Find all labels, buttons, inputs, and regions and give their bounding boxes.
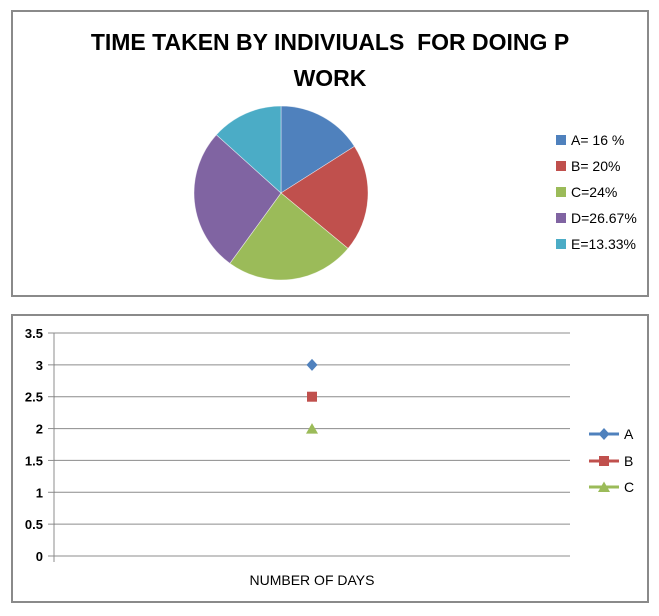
pie-plot-area <box>193 105 369 281</box>
data-point-B[interactable] <box>307 391 317 402</box>
pie-slice-E[interactable] <box>215 105 282 194</box>
pie-legend-swatch-A <box>556 135 566 145</box>
pie-legend-item-B[interactable]: B= 20% <box>556 158 637 174</box>
pie-slice-C[interactable] <box>229 192 349 281</box>
y-tick-label-2.5: 2.5 <box>25 390 43 405</box>
pie-legend-item-A[interactable]: A= 16 % <box>556 132 637 148</box>
pie-legend-item-D[interactable]: D=26.67% <box>556 210 637 226</box>
y-tick-label-1.5: 1.5 <box>25 453 43 468</box>
pie-legend-label-A: A= 16 % <box>571 132 625 148</box>
scatter-legend-marker-C[interactable] <box>598 481 610 493</box>
scatter-legend-marker-A[interactable] <box>598 428 610 440</box>
pie-legend-item-E[interactable]: E=13.33% <box>556 236 637 252</box>
y-tick-label-3: 3 <box>36 358 43 373</box>
y-tick-label-0: 0 <box>36 549 43 564</box>
scatter-legend-label-A: A <box>624 426 634 442</box>
pie-legend-label-E: E=13.33% <box>571 236 636 252</box>
pie-slice-B[interactable] <box>280 145 369 249</box>
data-point-A[interactable] <box>306 358 318 371</box>
scatter-plot-area: 0 0.5 1 1.5 2 2.5 3 3.5 ABC <box>25 326 634 564</box>
x-axis-title: NUMBER OF DAYS <box>249 572 375 588</box>
pie-legend-swatch-E <box>556 239 566 249</box>
pie-legend-label-B: B= 20% <box>571 158 621 174</box>
pie-chart-box[interactable]: TIME TAKEN BY INDIVIUALS FOR DOING P WOR… <box>11 10 649 297</box>
scatter-legend-marker-B[interactable] <box>599 456 609 466</box>
pie-slice-A[interactable] <box>280 105 355 194</box>
pie-slice-D[interactable] <box>193 134 282 264</box>
data-point-C[interactable] <box>306 423 318 434</box>
pie-chart-title-line2: WORK <box>293 65 367 91</box>
pie-legend-swatch-D <box>556 213 566 223</box>
scatter-chart-box[interactable]: 0 0.5 1 1.5 2 2.5 3 3.5 A B C NUMBER OF DAYS <box>11 314 649 603</box>
pie-legend-item-C[interactable]: C=24% <box>556 184 637 200</box>
pie-chart-title-line1: TIME TAKEN BY INDIVIUALS FOR DOING P <box>90 29 570 55</box>
y-tick-label-3.5: 3.5 <box>25 326 43 341</box>
pie-legend: A= 16 % B= 20% C=24% D=26.67% E=13.33% <box>556 132 637 262</box>
pie-legend-swatch-C <box>556 187 566 197</box>
scatter-legend-label-C: C <box>624 479 634 495</box>
y-tick-label-2: 2 <box>36 422 43 437</box>
pie-chart-title: TIME TAKEN BY INDIVIUALS FOR DOING P WOR… <box>13 24 647 96</box>
y-tick-label-0.5: 0.5 <box>25 517 43 532</box>
pie-legend-swatch-B <box>556 161 566 171</box>
pie-legend-label-C: C=24% <box>571 184 618 200</box>
scatter-legend-label-B: B <box>624 453 633 469</box>
pie-legend-label-D: D=26.67% <box>571 210 637 226</box>
y-tick-label-1: 1 <box>36 485 43 500</box>
